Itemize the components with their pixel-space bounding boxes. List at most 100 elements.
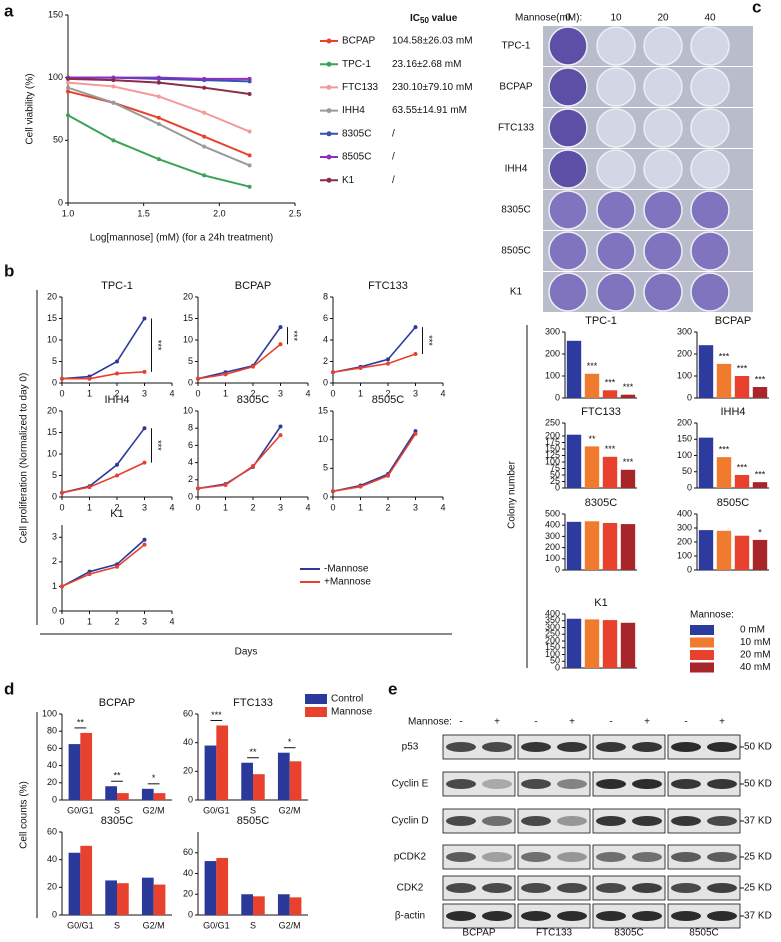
- x-tick-label: G0/G1: [203, 805, 230, 815]
- data-point: [223, 482, 228, 487]
- data-point: [142, 316, 147, 321]
- y-tick-label: 25: [550, 476, 560, 486]
- series-line: [332, 353, 416, 374]
- bar: [620, 622, 636, 668]
- bar: [253, 774, 265, 800]
- y-tick-label: 2: [323, 356, 328, 366]
- blot-band: [446, 816, 476, 826]
- blot-band: [482, 816, 512, 826]
- y-tick-label: 0: [52, 605, 57, 615]
- treatment-sign: -: [534, 717, 537, 728]
- blot-band: [707, 816, 737, 826]
- y-tick-label: 350: [545, 615, 560, 625]
- y-tick-label: 5: [323, 463, 328, 473]
- x-tick-label: 3: [142, 502, 147, 512]
- plate-well: [643, 272, 683, 312]
- chart-title: FTC133: [581, 406, 621, 418]
- plate-well: [548, 67, 588, 107]
- significance: ***: [755, 470, 766, 480]
- legend-label: 40 mM: [740, 662, 771, 673]
- data-point: [413, 431, 418, 436]
- blot-band: [671, 816, 701, 826]
- data-point: [196, 376, 200, 381]
- bar: [716, 530, 732, 570]
- x-tick-label: 2.5: [289, 208, 302, 218]
- data-point: [66, 89, 70, 94]
- significance: ***: [755, 374, 766, 384]
- y-axis-label: Colony number: [507, 460, 518, 528]
- bar: [584, 619, 600, 668]
- blot-band: [557, 852, 587, 862]
- series-line: [61, 539, 146, 588]
- plate-well: [596, 67, 636, 107]
- data-point: [142, 369, 147, 374]
- y-tick-label: 60: [47, 826, 57, 836]
- legend-ic50: /: [392, 152, 395, 163]
- bar: [716, 457, 732, 488]
- y-tick-label: 0: [687, 482, 692, 492]
- treatment-sign: -: [609, 717, 612, 728]
- legend-marker: [326, 131, 332, 137]
- treatment-sign: +: [719, 717, 725, 728]
- y-tick-label: 0: [687, 564, 692, 574]
- legend-ic50: 23.16±2.68 mM: [392, 59, 461, 70]
- size-label: 37 KD: [744, 816, 772, 827]
- y-tick-label: 5: [52, 356, 57, 366]
- treatment-sign: +: [644, 717, 650, 728]
- bar: [734, 475, 750, 488]
- y-tick-label: 300: [677, 522, 692, 532]
- y-tick-label: 8: [188, 423, 193, 433]
- y-tick-label: 0: [52, 491, 57, 501]
- blot-band: [446, 779, 476, 789]
- significance: **: [77, 717, 85, 727]
- data-point: [413, 325, 418, 330]
- bar: [216, 857, 229, 915]
- legend-title: Mannose:: [690, 610, 734, 621]
- y-tick-label: 20: [47, 291, 57, 301]
- bar: [277, 894, 290, 915]
- x-tick-label: 2: [114, 388, 119, 398]
- y-tick-label: 0: [555, 482, 560, 492]
- blot-band: [446, 911, 476, 921]
- x-tick-label: 0: [59, 616, 64, 626]
- y-tick-label: 40: [47, 760, 57, 770]
- significance: *: [288, 737, 292, 747]
- blot-band: [557, 779, 587, 789]
- data-point: [66, 113, 70, 118]
- dose-label: 0: [565, 13, 571, 24]
- chart-title: TPC-1: [585, 315, 617, 327]
- data-point: [115, 462, 119, 467]
- data-point: [111, 78, 116, 83]
- y-tick-label: 0: [555, 662, 560, 672]
- blot-band: [521, 742, 551, 752]
- data-point: [115, 359, 119, 364]
- protein-label: Cyclin E: [392, 779, 429, 790]
- x-tick-label: G0/G1: [203, 920, 230, 930]
- series-line: [62, 371, 145, 380]
- plate-well: [596, 108, 636, 148]
- bar: [105, 880, 117, 915]
- legend-ic50: /: [392, 128, 395, 139]
- y-tick-label: 4: [188, 457, 193, 467]
- chart-title: BCPAP: [99, 697, 135, 709]
- blot-band: [707, 852, 737, 862]
- y-tick-label: 60: [183, 847, 193, 857]
- data-point: [87, 485, 92, 490]
- blot-band: [671, 779, 701, 789]
- blot-band: [671, 852, 701, 862]
- size-label: 25 KD: [744, 883, 772, 894]
- x-axis-label: Days: [235, 647, 258, 658]
- blot-band: [521, 779, 551, 789]
- legend-marker: [326, 38, 332, 44]
- bar: [204, 861, 217, 915]
- plate-well: [596, 231, 636, 271]
- legend-label: BCPAP: [342, 36, 375, 47]
- y-tick-label: 150: [545, 642, 560, 652]
- dose-label: 40: [704, 13, 716, 24]
- blot-band: [557, 883, 587, 893]
- plate-well: [643, 231, 683, 271]
- chart-title: 8305C: [237, 394, 269, 406]
- chart-title: BCPAP: [235, 280, 271, 292]
- blot-band: [482, 742, 512, 752]
- protein-label: p53: [402, 742, 419, 753]
